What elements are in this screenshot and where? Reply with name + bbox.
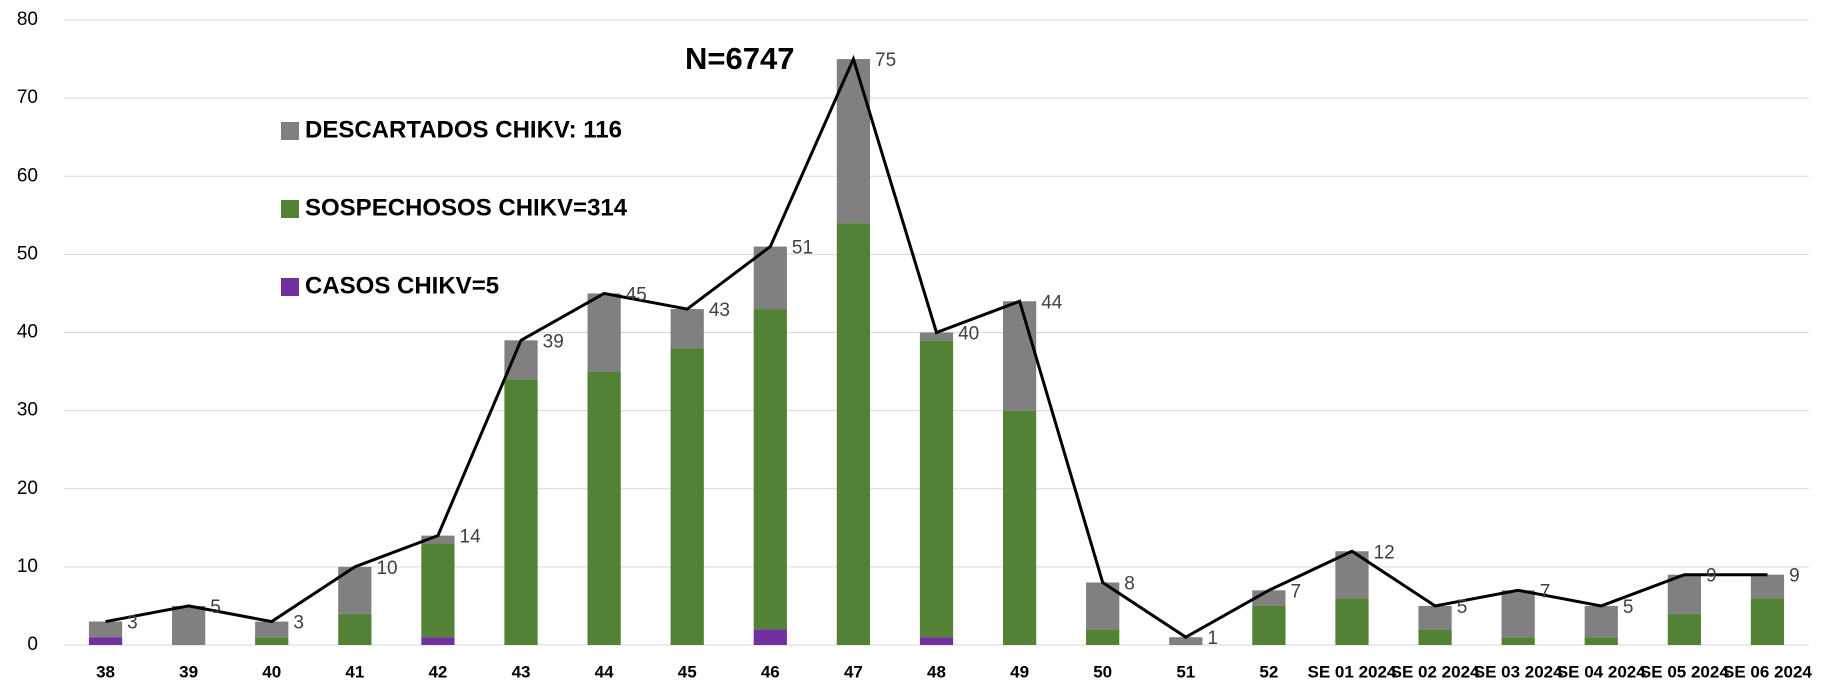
data-label: 1 bbox=[1207, 628, 1218, 649]
data-label: 43 bbox=[709, 300, 730, 321]
x-tick-label: SE 02 2024 bbox=[1391, 662, 1480, 681]
annotation: N=6747 bbox=[685, 41, 794, 76]
bar-segment bbox=[88, 621, 123, 638]
x-tick-label: 49 bbox=[1010, 662, 1029, 681]
bar-segment bbox=[338, 613, 372, 645]
x-tick-label: 46 bbox=[761, 662, 780, 681]
bar-segment bbox=[919, 340, 954, 638]
y-tick-label: 60 bbox=[17, 165, 38, 186]
bar-segment bbox=[421, 543, 455, 638]
data-label: 40 bbox=[958, 324, 979, 345]
bar-segment bbox=[753, 629, 787, 645]
bar-segment bbox=[1169, 637, 1203, 645]
bar-segment bbox=[504, 340, 538, 380]
legend-swatch bbox=[281, 200, 299, 218]
y-tick-label: 10 bbox=[17, 556, 38, 577]
data-label: 51 bbox=[792, 238, 813, 259]
x-tick-label: 50 bbox=[1093, 662, 1112, 681]
bar-segment bbox=[1584, 605, 1618, 638]
bar-segment bbox=[836, 223, 871, 645]
legend-swatch bbox=[281, 278, 299, 296]
x-tick-label: SE 06 2024 bbox=[1723, 662, 1812, 681]
x-tick-label: SE 03 2024 bbox=[1474, 662, 1563, 681]
data-label: 44 bbox=[1041, 292, 1063, 313]
x-tick-label: 38 bbox=[96, 662, 115, 681]
y-tick-label: 50 bbox=[17, 243, 38, 264]
bar-segment bbox=[1335, 598, 1369, 645]
data-label: 10 bbox=[376, 558, 397, 579]
bar-segment bbox=[1418, 629, 1452, 645]
legend-label: SOSPECHOSOS CHIKV=314 bbox=[305, 194, 628, 221]
y-tick-label: 30 bbox=[17, 400, 38, 421]
data-label: 14 bbox=[460, 527, 482, 548]
x-tick-label: 51 bbox=[1176, 662, 1195, 681]
x-tick-label: SE 04 2024 bbox=[1557, 662, 1646, 681]
bar-segment bbox=[255, 637, 289, 645]
bar-segment bbox=[1750, 574, 1785, 599]
data-label: 5 bbox=[1457, 597, 1468, 618]
data-label: 5 bbox=[210, 597, 221, 618]
bar-segment bbox=[670, 309, 704, 349]
bar-segment bbox=[1086, 629, 1120, 645]
x-tick-label: 40 bbox=[262, 662, 281, 681]
bar-segment bbox=[753, 246, 787, 310]
x-tick-label: 47 bbox=[844, 662, 863, 681]
bar-segment bbox=[1667, 613, 1701, 645]
data-label: 45 bbox=[626, 284, 647, 305]
bar-segment bbox=[1750, 598, 1785, 645]
bar-segment bbox=[1002, 410, 1037, 645]
x-tick-label: SE 01 2024 bbox=[1308, 662, 1397, 681]
data-label: 7 bbox=[1291, 581, 1302, 602]
bar-segment bbox=[88, 637, 123, 645]
data-label: 12 bbox=[1374, 542, 1395, 563]
total-line bbox=[105, 54, 1768, 639]
bar-segment bbox=[1584, 637, 1618, 645]
data-label: 3 bbox=[293, 613, 304, 634]
data-label: 9 bbox=[1789, 566, 1800, 587]
bar-segment bbox=[587, 371, 621, 645]
data-label: 5 bbox=[1623, 597, 1634, 618]
x-tick-label: 42 bbox=[428, 662, 447, 681]
data-label: 3 bbox=[127, 613, 138, 634]
y-tick-label: 70 bbox=[17, 87, 38, 108]
y-tick-label: 80 bbox=[17, 9, 38, 30]
bar-segment bbox=[1501, 590, 1535, 638]
legend-swatch bbox=[281, 122, 299, 140]
x-tick-label: 44 bbox=[595, 662, 614, 681]
bar-segment bbox=[504, 379, 538, 645]
data-label: 7 bbox=[1540, 581, 1551, 602]
bar-segment bbox=[670, 348, 704, 645]
bar-segment bbox=[1501, 637, 1535, 645]
x-tick-label: SE 05 2024 bbox=[1640, 662, 1729, 681]
y-tick-label: 0 bbox=[27, 634, 38, 655]
x-tick-label: 48 bbox=[927, 662, 946, 681]
bar-segment bbox=[919, 332, 954, 341]
bar-segment bbox=[587, 293, 621, 372]
legend-label: DESCARTADOS CHIKV: 116 bbox=[305, 116, 622, 143]
x-tick-label: 43 bbox=[512, 662, 531, 681]
bar-segment bbox=[919, 637, 954, 645]
y-tick-label: 40 bbox=[17, 322, 38, 343]
bar-segment bbox=[1002, 301, 1037, 411]
data-label: 9 bbox=[1706, 566, 1717, 587]
bar-segment bbox=[172, 605, 206, 645]
bar-segment bbox=[1252, 605, 1286, 645]
x-tick-label: 39 bbox=[179, 662, 198, 681]
bar-segment bbox=[1418, 605, 1452, 630]
y-tick-label: 20 bbox=[17, 478, 38, 499]
data-label: 39 bbox=[543, 331, 564, 352]
x-tick-label: 41 bbox=[345, 662, 364, 681]
bar-segment bbox=[421, 637, 455, 645]
bar-segment bbox=[255, 621, 289, 638]
x-tick-label: 52 bbox=[1259, 662, 1278, 681]
data-label: 75 bbox=[875, 50, 896, 71]
data-label: 8 bbox=[1124, 574, 1135, 595]
x-tick-label: 45 bbox=[678, 662, 697, 681]
bar-segment bbox=[1667, 574, 1701, 614]
bar-segment bbox=[421, 535, 455, 544]
bar-segment bbox=[753, 309, 787, 630]
legend-label: CASOS CHIKV=5 bbox=[305, 272, 499, 299]
